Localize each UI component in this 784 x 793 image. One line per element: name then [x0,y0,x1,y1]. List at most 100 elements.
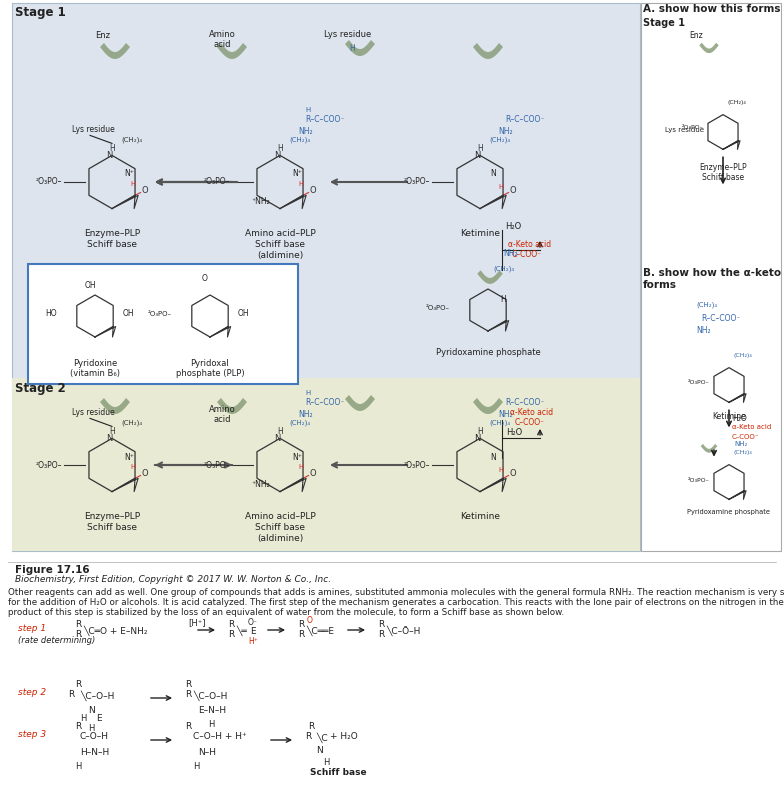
Text: H: H [277,427,283,436]
Text: Lys residue: Lys residue [72,408,114,417]
Text: Biochemistry, First Edition, Copyright © 2017 W. W. Norton & Co., Inc.: Biochemistry, First Edition, Copyright ©… [15,575,331,584]
Text: OH: OH [238,309,249,319]
Text: Lys residue: Lys residue [665,127,703,133]
Text: R: R [378,630,384,639]
Text: Figure 17.16: Figure 17.16 [15,565,89,575]
Polygon shape [641,3,781,551]
Text: ²O₃PO–: ²O₃PO– [204,178,230,186]
Text: ╲C═O + E–NH₂: ╲C═O + E–NH₂ [83,625,147,635]
Text: N⁺: N⁺ [124,170,134,178]
Polygon shape [345,395,375,411]
Text: step 1: step 1 [18,624,46,633]
Polygon shape [100,43,130,59]
Text: A. show how this forms: A. show how this forms [643,4,781,14]
Text: C–COO⁻: C–COO⁻ [515,418,545,427]
Text: R: R [308,722,314,731]
Text: N: N [274,151,280,160]
Text: N–H: N–H [198,748,216,757]
Text: Pyridoxine: Pyridoxine [73,359,117,368]
Text: E–N–H: E–N–H [198,706,226,715]
Text: Pyridoxal: Pyridoxal [191,359,230,368]
Text: H: H [305,390,310,396]
Text: R–C–COO⁻: R–C–COO⁻ [505,398,544,408]
Text: N: N [490,170,495,178]
Text: O⁻: O⁻ [248,618,258,627]
Text: N: N [106,434,112,443]
Text: N: N [106,151,112,160]
Text: H₂O: H₂O [732,415,746,423]
Text: R: R [298,620,304,629]
Text: R: R [75,680,82,689]
Text: H: H [349,44,354,53]
Text: NH₂: NH₂ [734,441,747,446]
Text: (CH₂)₄: (CH₂)₄ [734,450,753,454]
Polygon shape [473,398,503,414]
Text: N: N [490,453,495,462]
Text: O: O [307,616,313,625]
Text: step 3: step 3 [18,730,46,739]
Text: O: O [309,186,316,195]
Text: H₂O: H₂O [506,428,522,437]
Text: phosphate (PLP): phosphate (PLP) [176,369,245,378]
Text: ╲C–Ō–H: ╲C–Ō–H [386,625,420,635]
Text: Amino acid–PLP: Amino acid–PLP [245,228,315,238]
Text: Pyridoxamine phosphate: Pyridoxamine phosphate [688,509,771,515]
Text: H₂O: H₂O [505,222,521,231]
Text: ²O₃PO–: ²O₃PO– [204,461,230,469]
Text: OH: OH [123,309,135,319]
Text: H: H [193,762,199,771]
Text: NH₂: NH₂ [503,249,517,258]
Text: R: R [185,680,191,689]
Text: [H⁺]: [H⁺] [188,618,205,627]
Text: R: R [298,630,304,639]
Text: ²O₃PO–: ²O₃PO– [36,178,63,186]
Text: ²O₃PO–: ²O₃PO– [148,311,172,317]
Text: H: H [88,724,94,733]
Text: N: N [274,434,280,443]
Text: Enzyme–PLP: Enzyme–PLP [84,228,140,238]
Text: Ketimine: Ketimine [712,412,746,421]
Text: (CH₂)₄: (CH₂)₄ [490,420,511,427]
Polygon shape [217,398,247,414]
Text: C–O–H + H⁺: C–O–H + H⁺ [193,732,247,741]
Text: Schiff base: Schiff base [87,239,137,248]
Text: H: H [130,464,136,470]
Polygon shape [477,270,503,284]
Text: H: H [477,427,483,436]
Text: H: H [130,181,136,187]
Text: Amino
acid: Amino acid [209,30,235,49]
Text: Schiff base: Schiff base [87,523,137,531]
Text: (CH₂)₄: (CH₂)₄ [290,137,311,144]
Text: Schiff base: Schiff base [255,239,305,248]
Text: NH₂: NH₂ [298,411,313,419]
Text: Enz: Enz [689,32,703,40]
Text: Ketimine: Ketimine [460,228,500,238]
Text: R–C–COO⁻: R–C–COO⁻ [701,314,740,323]
Text: Schiff base: Schiff base [255,523,305,531]
Text: Ketimine: Ketimine [460,511,500,520]
Text: ╲═: ╲═ [236,625,247,635]
Text: H: H [80,714,86,723]
Text: Enzyme–PLP: Enzyme–PLP [84,511,140,520]
Text: R–C–COO⁻: R–C–COO⁻ [305,398,344,408]
Text: (rate determining): (rate determining) [18,636,95,645]
Text: NH₂: NH₂ [498,411,513,419]
Text: ⁺NH₂: ⁺NH₂ [251,480,270,489]
Text: Other reagents can add as well. One group of compounds that adds is amines, subs: Other reagents can add as well. One grou… [8,588,784,597]
Text: ²O₃PO–: ²O₃PO– [682,125,703,130]
Text: H: H [109,144,115,153]
Text: E: E [96,714,102,723]
Text: (CH₂)₄: (CH₂)₄ [696,302,717,308]
Polygon shape [12,3,640,551]
Polygon shape [100,398,130,414]
Text: N⁺: N⁺ [292,453,302,462]
Polygon shape [345,40,375,56]
Text: O: O [510,186,516,195]
Text: Schiff base: Schiff base [702,174,744,182]
Polygon shape [699,43,719,53]
Text: ²O₃PO–: ²O₃PO– [426,305,450,311]
Text: C–COO⁻: C–COO⁻ [732,435,760,440]
Text: ²O₃PO–: ²O₃PO– [688,381,710,385]
Text: R: R [228,620,234,629]
Text: ²O₃PO–: ²O₃PO– [404,178,430,186]
